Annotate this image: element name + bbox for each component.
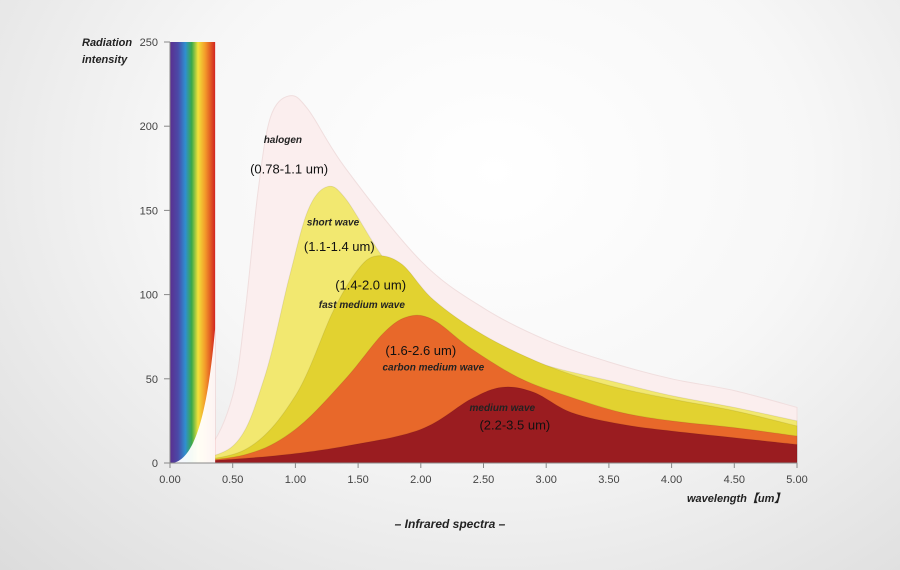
band-label-name: medium wave bbox=[470, 403, 536, 414]
visible-spectrum bbox=[170, 42, 216, 463]
x-tick-label: 3.50 bbox=[598, 474, 619, 486]
band-area-medium-wave bbox=[169, 386, 798, 464]
band-labels: halogen (0.78-1.1 um) short wave (1.1-1.4 u… bbox=[250, 135, 550, 432]
x-axis-label: wavelength【um】 bbox=[687, 492, 785, 505]
y-tick-label: 150 bbox=[140, 205, 158, 217]
band-label-range: (0.78-1.1 um) bbox=[250, 161, 328, 176]
band-label-range: (1.1-1.4 um) bbox=[304, 239, 375, 254]
spectrum-curve-mask bbox=[172, 328, 216, 463]
chart-caption: – Infrared spectra – bbox=[395, 517, 506, 531]
band-label-range: (2.2-3.5 um) bbox=[479, 417, 550, 432]
axes: 0 50 100 150 200 250 0.00 0.50 1.00 1.50 2.00 2.50 3… bbox=[140, 37, 808, 486]
y-axis-label-line1: Radiation bbox=[82, 37, 132, 49]
y-tick-label: 200 bbox=[140, 121, 158, 133]
x-tick-label: 3.00 bbox=[535, 474, 556, 486]
x-tick-label: 0.50 bbox=[222, 474, 243, 486]
y-tick-label: 100 bbox=[140, 290, 158, 302]
band-label-range: (1.6-2.6 um) bbox=[385, 343, 456, 358]
x-tick-label: 2.00 bbox=[410, 474, 431, 486]
x-tick-label: 4.50 bbox=[724, 474, 745, 486]
x-tick-label: 0.00 bbox=[159, 474, 180, 486]
spectral-bands bbox=[169, 95, 798, 464]
band-label-name: fast medium wave bbox=[319, 300, 406, 311]
band-label-name: carbon medium wave bbox=[382, 362, 484, 373]
y-tick-label: 0 bbox=[152, 458, 158, 470]
band-label-name: halogen bbox=[264, 135, 302, 146]
y-tick-label: 50 bbox=[146, 374, 158, 386]
x-tick-label: 4.00 bbox=[661, 474, 682, 486]
x-tick-label: 5.00 bbox=[786, 474, 807, 486]
band-area-carbon-medium-wave bbox=[169, 314, 798, 464]
x-tick-label: 2.50 bbox=[473, 474, 494, 486]
x-tick-label: 1.50 bbox=[347, 474, 368, 486]
x-tick-label: 1.00 bbox=[285, 474, 306, 486]
band-label-range: (1.4-2.0 um) bbox=[335, 278, 406, 293]
y-tick-label: 250 bbox=[140, 37, 158, 49]
y-axis-label-line2: intensity bbox=[82, 54, 128, 66]
band-label-name: short wave bbox=[307, 218, 360, 229]
